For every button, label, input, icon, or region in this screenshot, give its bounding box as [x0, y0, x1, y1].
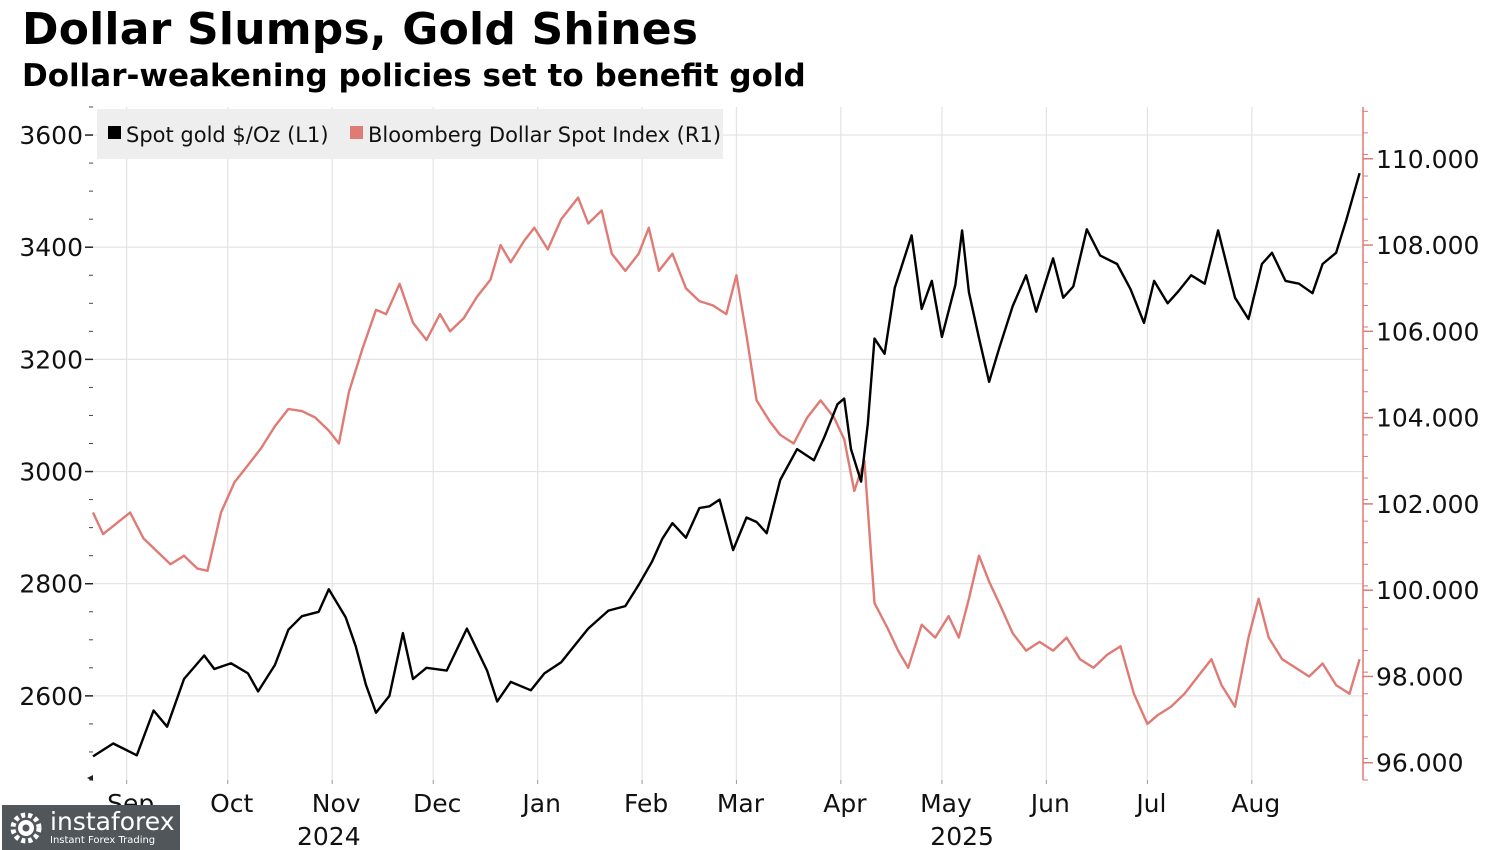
legend-background: [97, 109, 723, 159]
x-year-label: 2024: [297, 822, 361, 850]
x-tick-label: Jan: [520, 789, 561, 818]
chart-grid: [93, 107, 1363, 780]
x-tick-label: Aug: [1231, 789, 1280, 818]
y-right-tick-label: 110.000: [1376, 145, 1479, 174]
x-tick-label: Mar: [717, 789, 765, 818]
legend-label-dollar-index: Bloomberg Dollar Spot Index (R1): [368, 123, 721, 147]
x-tick-label: Dec: [413, 789, 461, 818]
watermark-logo: instaforex Instant Forex Trading: [2, 805, 180, 850]
y-right-tick-label: 98.000: [1376, 662, 1463, 691]
x-tick-label: Jun: [1029, 789, 1070, 818]
y-left-tick-label: 3400: [19, 233, 83, 262]
y-left-tick-label: 3600: [19, 121, 83, 150]
legend-swatch-dollar-index: [350, 126, 363, 139]
y-right-tick-label: 102.000: [1376, 490, 1479, 519]
y-right-tick-label: 104.000: [1376, 404, 1479, 433]
x-tick-label: Apr: [823, 789, 867, 818]
y-left-tick-label: 2800: [19, 570, 83, 599]
y-left-tick-label: 3200: [19, 345, 83, 374]
y-left-axis-marker: [87, 775, 93, 781]
x-tick-label: Feb: [624, 789, 668, 818]
y-left-tick-label: 3000: [19, 458, 83, 487]
series-line-dollar-index: [91, 196, 1361, 726]
legend-label-spot-gold: Spot gold $/Oz (L1): [126, 123, 329, 147]
gear-icon: [10, 812, 42, 843]
y-right-tick-label: 96.000: [1376, 749, 1463, 778]
x-tick-label: Oct: [210, 789, 253, 818]
y-right-tick-label: 100.000: [1376, 576, 1479, 605]
y-left-tick-label: 2600: [19, 682, 83, 711]
chart-legend: Spot gold $/Oz (L1) Bloomberg Dollar Spot…: [97, 109, 723, 159]
chart-axes: Sep Oct Nov Dec Jan Feb Mar Apr May Jun Jul Aug2024…: [19, 106, 1479, 850]
x-tick-label: Nov: [312, 789, 361, 818]
legend-swatch-spot-gold: [108, 126, 121, 139]
chart-subtitle: Dollar-weakening policies set to benefit…: [22, 58, 806, 94]
x-tick-label: Jul: [1134, 789, 1166, 818]
watermark-name: instaforex: [50, 807, 175, 836]
series-line-spot-gold: [92, 172, 1361, 758]
x-year-label: 2025: [930, 822, 994, 850]
y-right-tick-label: 106.000: [1376, 317, 1479, 346]
chart-series: [91, 172, 1361, 758]
y-right-tick-label: 108.000: [1376, 231, 1479, 260]
chart-title: Dollar Slumps, Gold Shines: [22, 4, 699, 55]
watermark-tagline: Instant Forex Trading: [50, 835, 156, 846]
x-tick-label: May: [920, 789, 972, 818]
